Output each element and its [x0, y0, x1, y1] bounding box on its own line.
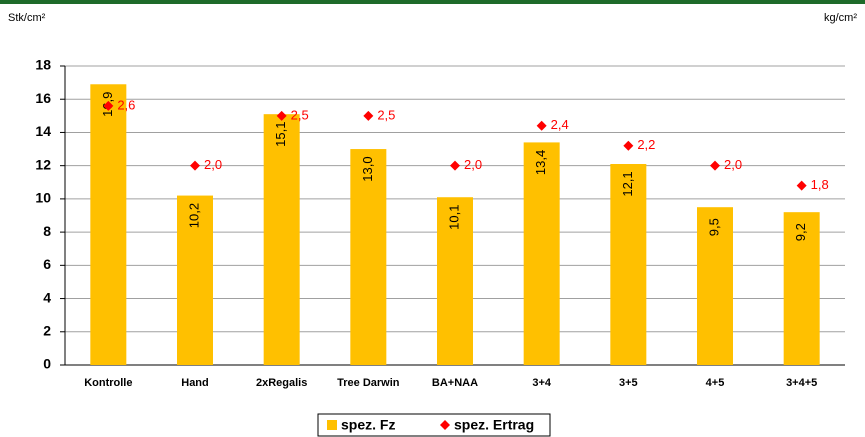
bar: [177, 195, 213, 365]
point-label: 1,8: [811, 177, 829, 192]
point-label: 2,5: [291, 107, 309, 122]
point: [276, 110, 287, 121]
legend-swatch: [327, 420, 337, 430]
x-tick-label: 3+5: [619, 377, 638, 389]
bar-label: 9,2: [793, 223, 808, 241]
point: [710, 160, 720, 171]
point: [363, 110, 374, 121]
legend-box: [317, 413, 551, 437]
y-tick-label: 6: [43, 256, 51, 272]
point: [190, 160, 200, 171]
bar: [350, 149, 387, 365]
y-tick-label: 8: [43, 223, 51, 239]
top-bar: [0, 0, 865, 4]
x-tick-label: 2xRegalis: [256, 377, 307, 389]
bar: [437, 197, 473, 365]
point: [796, 180, 807, 191]
y-tick-label: 2: [43, 322, 51, 338]
bar-label: 13,4: [533, 150, 548, 175]
legend-label: spez. Ertrag: [454, 417, 534, 433]
y-axis-label: Stk/cm²: [8, 12, 46, 24]
bar-label: 10,2: [186, 203, 201, 228]
x-tick-label: 4+5: [706, 377, 725, 389]
point-label: 2,0: [204, 157, 222, 172]
point: [536, 120, 547, 131]
bar-label: 9,5: [706, 218, 721, 236]
point-label: 2,6: [117, 97, 135, 112]
y-tick-label: 4: [43, 289, 51, 305]
legend-swatch: [440, 420, 450, 430]
bar: [697, 207, 733, 365]
x-tick-label: Tree Darwin: [337, 377, 400, 389]
y-tick-label: 14: [35, 123, 51, 139]
bar: [90, 84, 127, 366]
point-label: 2,2: [637, 137, 655, 152]
x-tick-label: Hand: [181, 377, 209, 389]
bar-label: 10,1: [446, 205, 461, 230]
point: [103, 100, 114, 111]
point-label: 2,0: [464, 157, 482, 172]
x-tick-label: BA+NAA: [432, 377, 478, 389]
y-tick-label: 10: [35, 190, 51, 206]
y-tick-label: 16: [35, 90, 51, 106]
bar: [783, 212, 820, 365]
bar: [523, 142, 560, 365]
point: [623, 140, 634, 151]
y-tick-label: 18: [35, 57, 51, 73]
y2-axis-label: kg/cm²: [824, 12, 857, 24]
y-tick-label: 0: [43, 356, 51, 372]
point-label: 2,4: [551, 117, 569, 132]
bar-label: 15,1: [273, 122, 288, 147]
x-tick-label: 3+4+5: [786, 377, 817, 389]
point: [450, 160, 460, 171]
legend-label: spez. Fz: [341, 417, 395, 433]
x-tick-label: 3+4: [532, 377, 552, 389]
point-label: 2,0: [724, 157, 742, 172]
bar-label: 12,1: [620, 171, 635, 196]
bar: [610, 164, 647, 365]
x-tick-label: Kontrolle: [84, 377, 132, 389]
y-tick-label: 12: [35, 156, 51, 172]
bar-label: 13,0: [360, 156, 375, 181]
bar: [263, 114, 300, 365]
point-label: 2,5: [377, 107, 395, 122]
